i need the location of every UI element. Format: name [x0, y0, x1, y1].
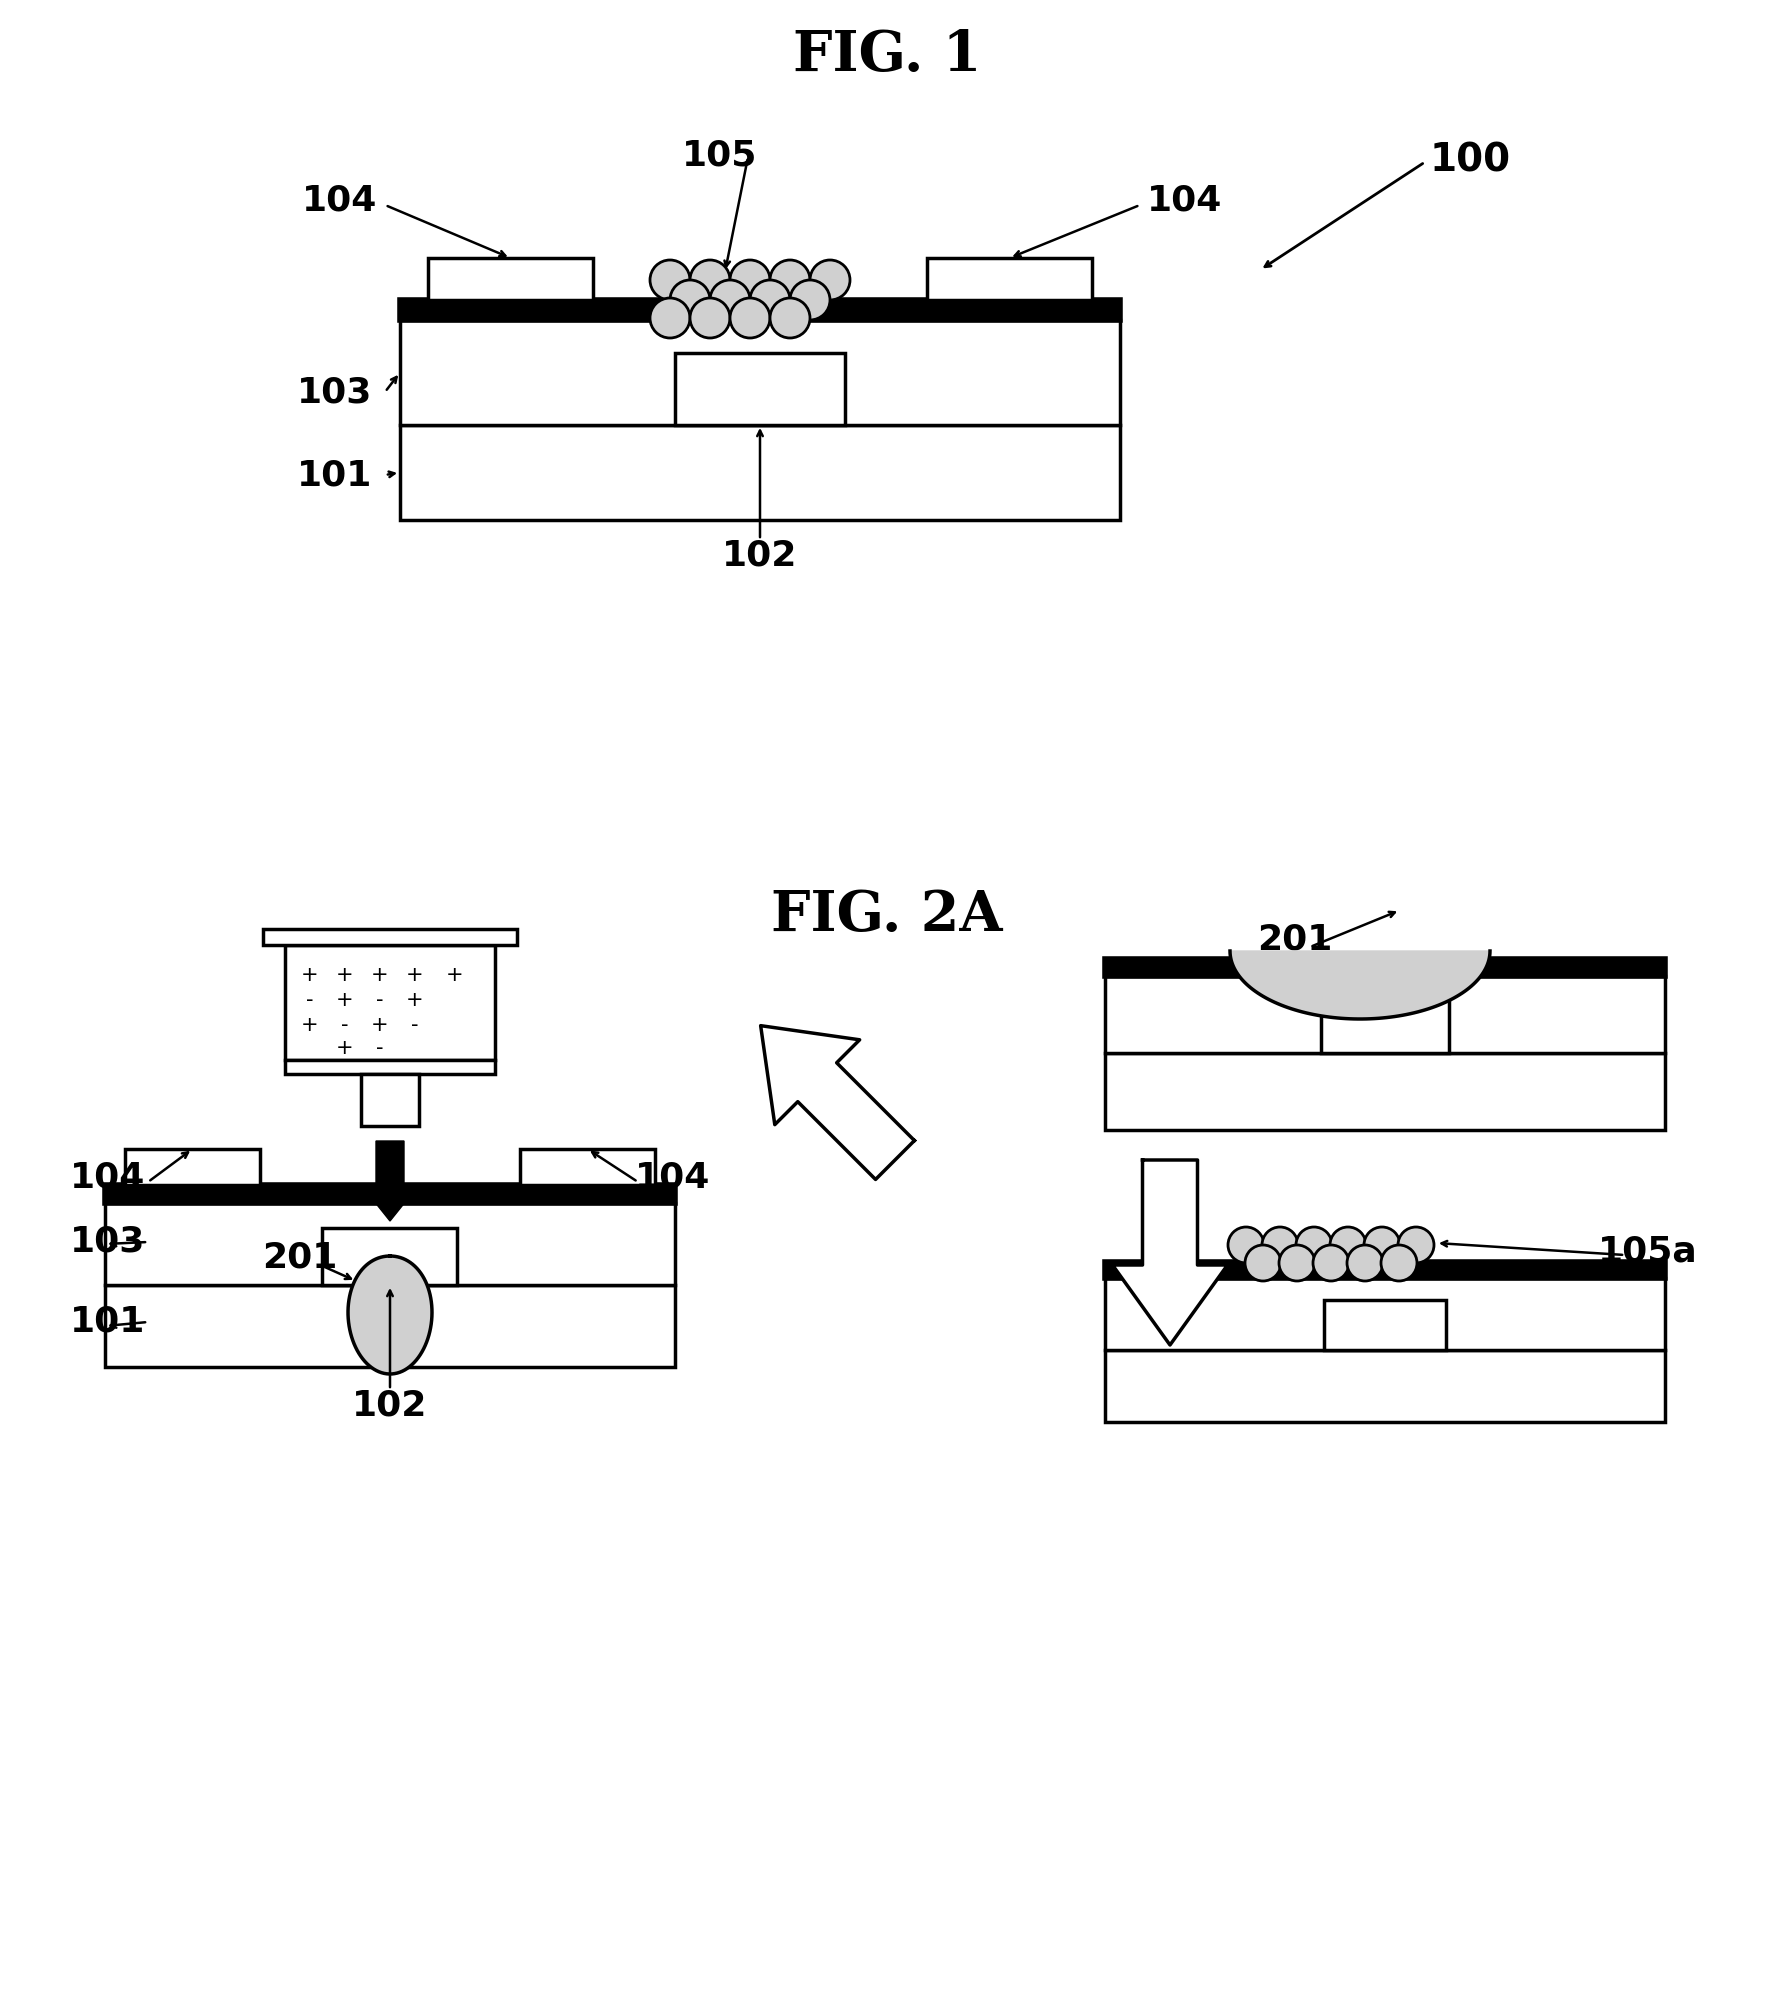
Circle shape	[709, 280, 750, 320]
FancyBboxPatch shape	[427, 258, 592, 300]
Polygon shape	[348, 1256, 433, 1374]
Circle shape	[1330, 1226, 1365, 1264]
Text: 201: 201	[1257, 924, 1332, 958]
FancyBboxPatch shape	[1105, 1262, 1665, 1278]
Circle shape	[810, 260, 849, 300]
Polygon shape	[1229, 952, 1489, 1018]
FancyBboxPatch shape	[1105, 960, 1665, 976]
Circle shape	[1312, 1244, 1347, 1280]
FancyBboxPatch shape	[105, 1202, 674, 1284]
Circle shape	[769, 260, 810, 300]
Text: +: +	[406, 966, 424, 984]
Text: +: +	[337, 966, 353, 984]
Circle shape	[670, 280, 709, 320]
Text: -: -	[411, 1016, 418, 1036]
Text: 101: 101	[71, 1304, 145, 1340]
Text: FIG. 2A: FIG. 2A	[771, 888, 1002, 942]
FancyBboxPatch shape	[285, 1060, 495, 1074]
Text: +: +	[371, 966, 388, 984]
FancyBboxPatch shape	[1105, 1052, 1665, 1130]
Circle shape	[1227, 1226, 1264, 1264]
FancyBboxPatch shape	[105, 1184, 674, 1202]
Text: +: +	[447, 966, 463, 984]
Text: 104: 104	[635, 1160, 711, 1194]
Text: 105a: 105a	[1597, 1234, 1697, 1268]
Text: +: +	[337, 1038, 353, 1058]
Circle shape	[1245, 1244, 1280, 1280]
Text: 102: 102	[353, 1388, 427, 1422]
Text: 104: 104	[301, 184, 378, 218]
Text: -: -	[340, 1016, 349, 1036]
Circle shape	[690, 260, 729, 300]
Text: 105: 105	[683, 138, 757, 172]
Polygon shape	[362, 1140, 418, 1220]
FancyBboxPatch shape	[262, 928, 516, 946]
Circle shape	[769, 298, 810, 338]
FancyBboxPatch shape	[674, 354, 844, 426]
Text: 103: 103	[71, 1224, 145, 1260]
Text: -: -	[376, 1038, 383, 1058]
FancyBboxPatch shape	[1105, 976, 1665, 1052]
Text: +: +	[301, 966, 319, 984]
FancyBboxPatch shape	[1323, 1300, 1445, 1350]
Circle shape	[1261, 1226, 1298, 1264]
Text: +: +	[406, 990, 424, 1010]
FancyBboxPatch shape	[399, 300, 1119, 320]
FancyBboxPatch shape	[323, 1228, 457, 1284]
Circle shape	[1346, 1244, 1383, 1280]
Circle shape	[729, 260, 769, 300]
FancyBboxPatch shape	[1105, 1350, 1665, 1422]
Polygon shape	[1112, 1160, 1227, 1344]
Text: 101: 101	[298, 458, 372, 492]
FancyBboxPatch shape	[105, 1284, 674, 1368]
Circle shape	[1278, 1244, 1314, 1280]
Circle shape	[1397, 1226, 1433, 1264]
Circle shape	[690, 298, 729, 338]
Text: 102: 102	[722, 538, 798, 572]
FancyBboxPatch shape	[1105, 1278, 1665, 1350]
FancyBboxPatch shape	[360, 1074, 418, 1126]
Text: +: +	[371, 1016, 388, 1036]
Text: 104: 104	[1147, 184, 1222, 218]
FancyBboxPatch shape	[1321, 1000, 1449, 1052]
Circle shape	[1296, 1226, 1332, 1264]
Text: FIG. 1: FIG. 1	[793, 28, 980, 82]
Text: 201: 201	[262, 1240, 337, 1276]
Circle shape	[1379, 1244, 1417, 1280]
FancyBboxPatch shape	[399, 426, 1119, 520]
FancyBboxPatch shape	[399, 320, 1119, 426]
Circle shape	[750, 280, 789, 320]
Text: 104: 104	[71, 1160, 145, 1194]
FancyBboxPatch shape	[927, 258, 1092, 300]
Text: 100: 100	[1429, 142, 1511, 180]
Text: +: +	[337, 990, 353, 1010]
Text: 103: 103	[298, 376, 372, 410]
Circle shape	[649, 298, 690, 338]
FancyBboxPatch shape	[124, 1148, 261, 1184]
Text: -: -	[376, 990, 383, 1010]
Circle shape	[789, 280, 830, 320]
Circle shape	[649, 260, 690, 300]
FancyBboxPatch shape	[285, 946, 495, 1060]
FancyBboxPatch shape	[519, 1148, 654, 1184]
Circle shape	[729, 298, 769, 338]
Text: -: -	[307, 990, 314, 1010]
Text: +: +	[301, 1016, 319, 1036]
Circle shape	[1363, 1226, 1399, 1264]
Polygon shape	[761, 1026, 913, 1180]
